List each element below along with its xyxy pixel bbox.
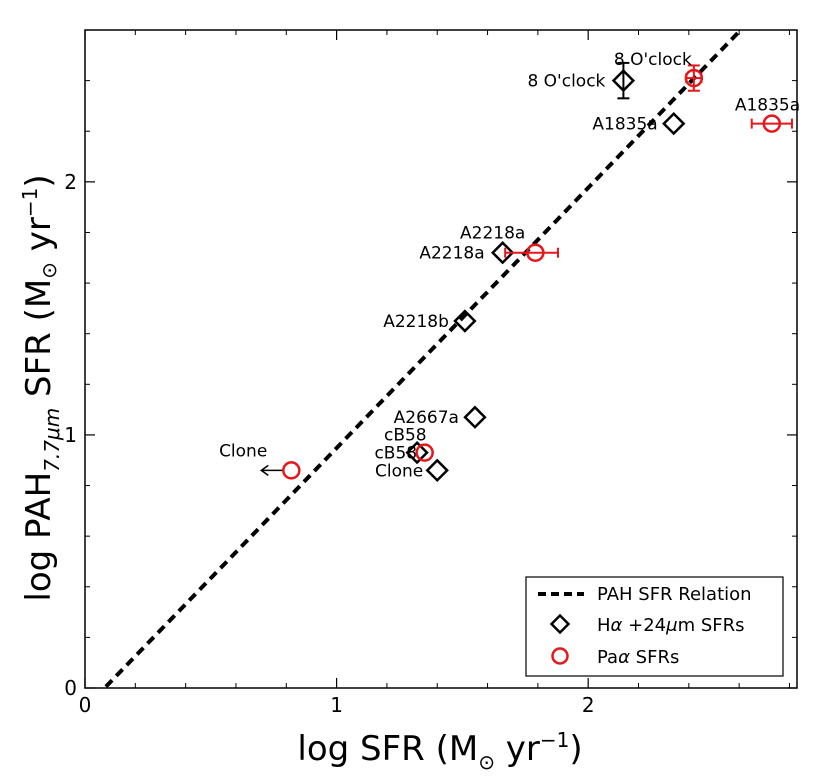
point-label: A2218a — [460, 224, 525, 244]
data-marks: 8 O'clockA1835aA2218aA2218bA2667acB58Clo… — [101, 30, 800, 688]
y-axis-title: log PAH7.7μm SFR (M⊙ yr−1) — [18, 174, 64, 601]
legend-label-halpha: Hα +24μm SFRs — [597, 615, 745, 636]
point-label: cB58 — [384, 426, 427, 446]
diamond-point — [463, 405, 487, 429]
legend-diamond-swatch — [549, 613, 571, 635]
circle-point — [526, 243, 545, 262]
circle-point — [684, 68, 704, 88]
legend-label-paalpha: Paα SFRs — [597, 647, 679, 668]
x-tick-label: 2 — [582, 693, 595, 717]
point-label: A2667a — [394, 408, 459, 428]
diamond-point — [490, 241, 515, 265]
upper-limit-arrowhead — [260, 464, 269, 476]
diamond-point — [405, 440, 429, 465]
pah-sfr-relation-line — [101, 30, 744, 688]
legend: PAH SFR Relation Hα +24μm SFRs Paα SFRs — [525, 576, 784, 677]
circle-point — [762, 114, 782, 133]
y-tick-label: 1 — [64, 423, 77, 447]
point-label: Clone — [375, 461, 423, 481]
plot-frame — [84, 29, 798, 689]
diamond-point — [425, 458, 449, 483]
y-tick-label: 0 — [64, 676, 77, 700]
point-label: 8 O'clock — [527, 72, 605, 92]
circle-point — [282, 461, 301, 480]
legend-label-relation: PAH SFR Relation — [597, 584, 752, 605]
point-label: Clone — [219, 441, 267, 461]
point-label: 8 O'clock — [614, 50, 692, 70]
legend-circle-swatch — [551, 647, 569, 665]
point-label: A2218b — [383, 312, 449, 332]
diamond-point — [453, 309, 477, 333]
x-axis-title: log SFR (M⊙ yr−1) — [297, 728, 582, 774]
x-tick-label: 0 — [79, 693, 92, 717]
y-tick-label: 2 — [64, 170, 77, 194]
point-label: cB58 — [374, 444, 417, 464]
circle-point — [415, 443, 434, 462]
point-label: A1835a — [592, 115, 657, 135]
diamond-point — [611, 68, 636, 93]
x-tick-label: 1 — [330, 693, 343, 717]
diamond-point — [662, 111, 686, 136]
point-label: A1835a — [735, 96, 800, 116]
point-label: A2218a — [419, 244, 484, 264]
